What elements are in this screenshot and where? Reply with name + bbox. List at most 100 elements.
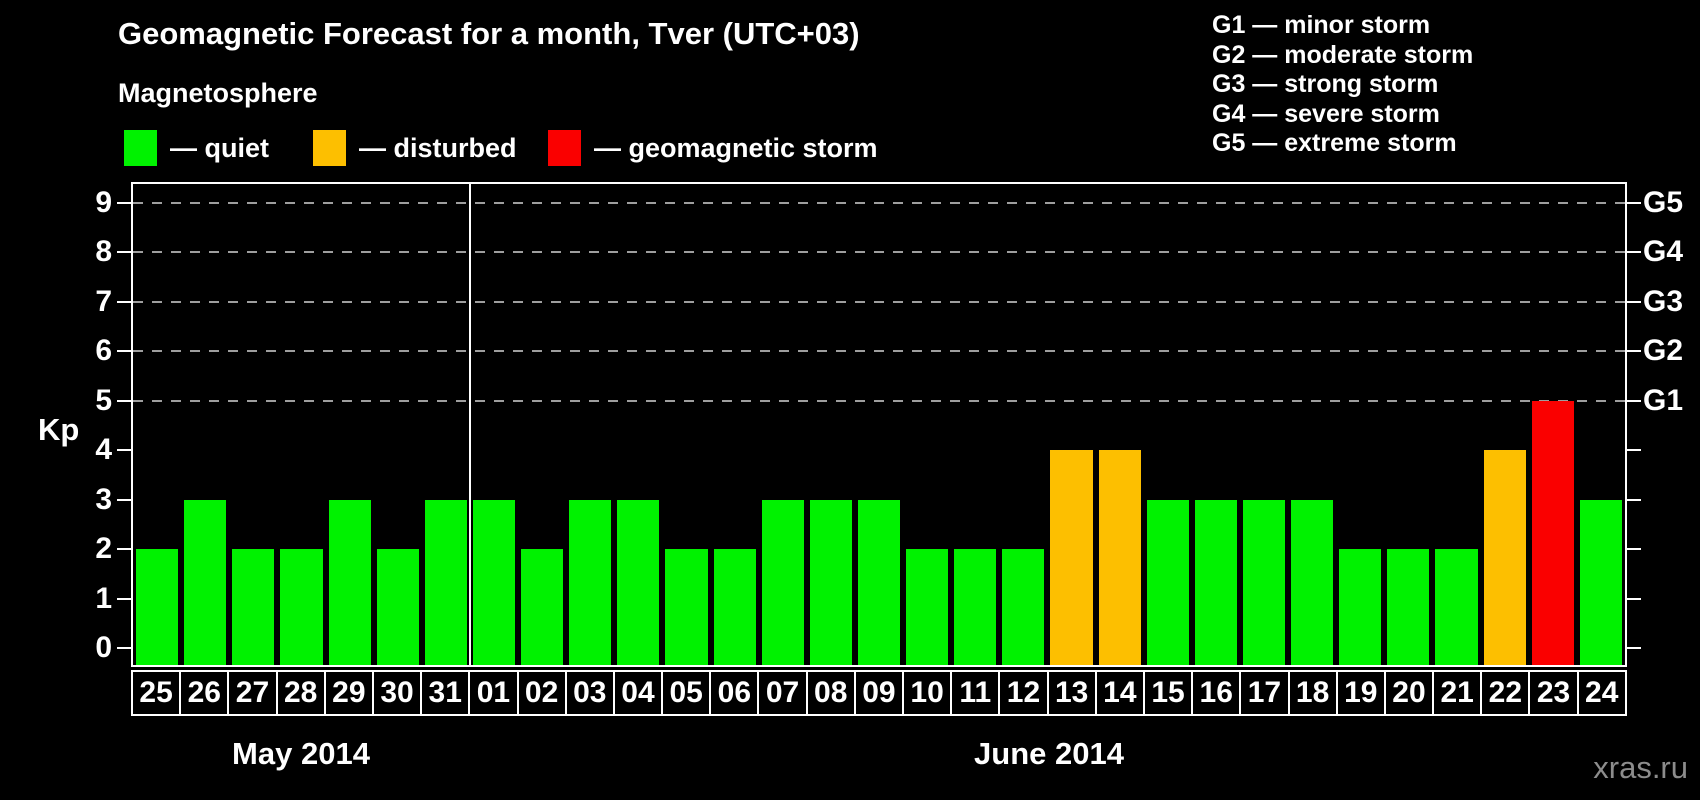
day-label-08: 08 xyxy=(805,670,856,716)
left-tick-kp9 xyxy=(117,201,131,204)
kp-bar-day-09 xyxy=(857,499,901,665)
kp-bar-day-25 xyxy=(136,549,179,665)
day-label-11: 11 xyxy=(950,670,1001,716)
legend-item-label: — geomagnetic storm xyxy=(594,132,878,163)
kp-bar-day-24 xyxy=(1579,499,1622,665)
kp-bar-day-27 xyxy=(232,549,275,665)
left-tick-kp8 xyxy=(117,251,131,253)
day-label-22: 22 xyxy=(1480,670,1531,716)
right-axis-label-G4: G4 xyxy=(1643,235,1684,268)
g-legend-line: G3 — strong storm xyxy=(1212,70,1439,99)
y-axis-label-2: 2 xyxy=(95,532,112,565)
day-label-26: 26 xyxy=(179,670,230,716)
day-label-30: 30 xyxy=(371,670,423,716)
kp-bar-day-28 xyxy=(280,549,323,665)
left-tick-kp0 xyxy=(117,647,131,649)
kp-bar-day-07 xyxy=(761,499,804,665)
day-label-15: 15 xyxy=(1142,670,1194,716)
day-label-01: 01 xyxy=(468,670,519,716)
right-tick-kp4 xyxy=(1627,449,1641,451)
y-axis-label-9: 9 xyxy=(95,185,112,219)
left-tick-kp7 xyxy=(117,300,131,303)
y-axis-title: Kp xyxy=(38,412,80,447)
y-axis-label-1: 1 xyxy=(95,581,112,615)
day-label-19: 19 xyxy=(1335,670,1386,716)
kp-bar-day-03 xyxy=(569,499,612,665)
kp-bar-day-08 xyxy=(809,499,852,665)
gridline-kp7 xyxy=(133,300,1625,303)
kp-bar-day-19 xyxy=(1339,549,1382,665)
page-title: Geomagnetic Forecast for a month, Tver (… xyxy=(118,16,860,51)
gridline-kp9 xyxy=(133,201,1625,204)
kp-bar-day-15 xyxy=(1146,499,1189,665)
left-tick-kp4 xyxy=(117,449,131,451)
kp-bar-day-23 xyxy=(1531,400,1574,665)
right-tick-kp0 xyxy=(1627,647,1641,649)
disturbed-color-swatch xyxy=(313,130,346,166)
day-label-16: 16 xyxy=(1191,670,1242,716)
kp-bar-day-17 xyxy=(1242,499,1286,665)
y-axis-label-6: 6 xyxy=(95,334,112,367)
day-label-06: 06 xyxy=(709,670,760,716)
kp-bar-day-14 xyxy=(1098,450,1141,665)
y-axis-label-4: 4 xyxy=(95,433,112,466)
left-tick-kp6 xyxy=(117,350,131,352)
day-label-28: 28 xyxy=(275,670,326,716)
legend-item-storm: — geomagnetic storm xyxy=(548,128,878,168)
gridline-kp6 xyxy=(133,350,1625,352)
month-label-june: June 2014 xyxy=(974,736,1124,771)
y-axis-label-5: 5 xyxy=(95,383,112,417)
day-label-18: 18 xyxy=(1287,670,1338,716)
day-label-04: 04 xyxy=(612,670,664,716)
month-label-may: May 2014 xyxy=(232,736,370,771)
right-tick-kp3 xyxy=(1627,498,1641,501)
day-label-23: 23 xyxy=(1528,670,1579,716)
day-label-20: 20 xyxy=(1383,670,1435,716)
y-axis-label-8: 8 xyxy=(95,235,112,268)
day-label-05: 05 xyxy=(661,670,712,716)
month-separator-line xyxy=(468,184,471,665)
kp-bar-day-01 xyxy=(472,499,516,665)
right-axis-label-G2: G2 xyxy=(1643,334,1684,367)
kp-bar-day-11 xyxy=(954,549,997,665)
kp-bar-day-18 xyxy=(1291,499,1334,665)
legend-item-label: — disturbed xyxy=(359,132,517,163)
kp-bar-day-21 xyxy=(1435,549,1478,665)
day-label-03: 03 xyxy=(564,670,615,716)
kp-bar-day-12 xyxy=(1002,549,1045,665)
kp-bar-day-20 xyxy=(1387,549,1430,665)
day-label-17: 17 xyxy=(1239,670,1290,716)
legend-item-quiet: — quiet xyxy=(124,128,269,168)
g-legend-line: G2 — moderate storm xyxy=(1212,40,1474,69)
right-tick-kp9 xyxy=(1627,201,1641,204)
kp-bar-day-02 xyxy=(521,549,564,665)
left-tick-kp5 xyxy=(117,399,131,402)
legend-item-disturbed: — disturbed xyxy=(313,128,517,168)
y-axis-label-7: 7 xyxy=(95,284,112,318)
watermark: xras.ru xyxy=(1593,750,1688,785)
gridline-kp5 xyxy=(133,399,1625,402)
right-tick-kp2 xyxy=(1627,548,1641,550)
kp-bar-day-04 xyxy=(617,499,660,665)
day-label-27: 27 xyxy=(227,670,278,716)
day-label-31: 31 xyxy=(420,670,471,716)
right-axis-label-G5: G5 xyxy=(1643,185,1684,219)
day-label-09: 09 xyxy=(853,670,904,716)
day-label-25: 25 xyxy=(131,670,182,716)
right-tick-kp7 xyxy=(1627,300,1641,303)
right-axis-label-G3: G3 xyxy=(1643,284,1684,318)
gridline-kp8 xyxy=(133,251,1625,253)
storm-color-swatch xyxy=(548,130,581,166)
day-label-21: 21 xyxy=(1432,670,1483,716)
day-label-14: 14 xyxy=(1094,670,1145,716)
kp-bar-day-26 xyxy=(184,499,227,665)
kp-bar-day-30 xyxy=(376,549,419,665)
left-tick-kp2 xyxy=(117,548,131,550)
magnetosphere-legend-heading: Magnetosphere xyxy=(118,78,318,108)
y-axis-label-3: 3 xyxy=(95,482,112,516)
x-axis-day-labels: 25 26 27 28 29 30 31 01 02 03 04 05 06 07 08 09 10 11 12 13… xyxy=(131,670,1627,716)
day-label-12: 12 xyxy=(998,670,1049,716)
quiet-color-swatch xyxy=(124,130,157,166)
kp-bar-day-13 xyxy=(1050,450,1093,665)
